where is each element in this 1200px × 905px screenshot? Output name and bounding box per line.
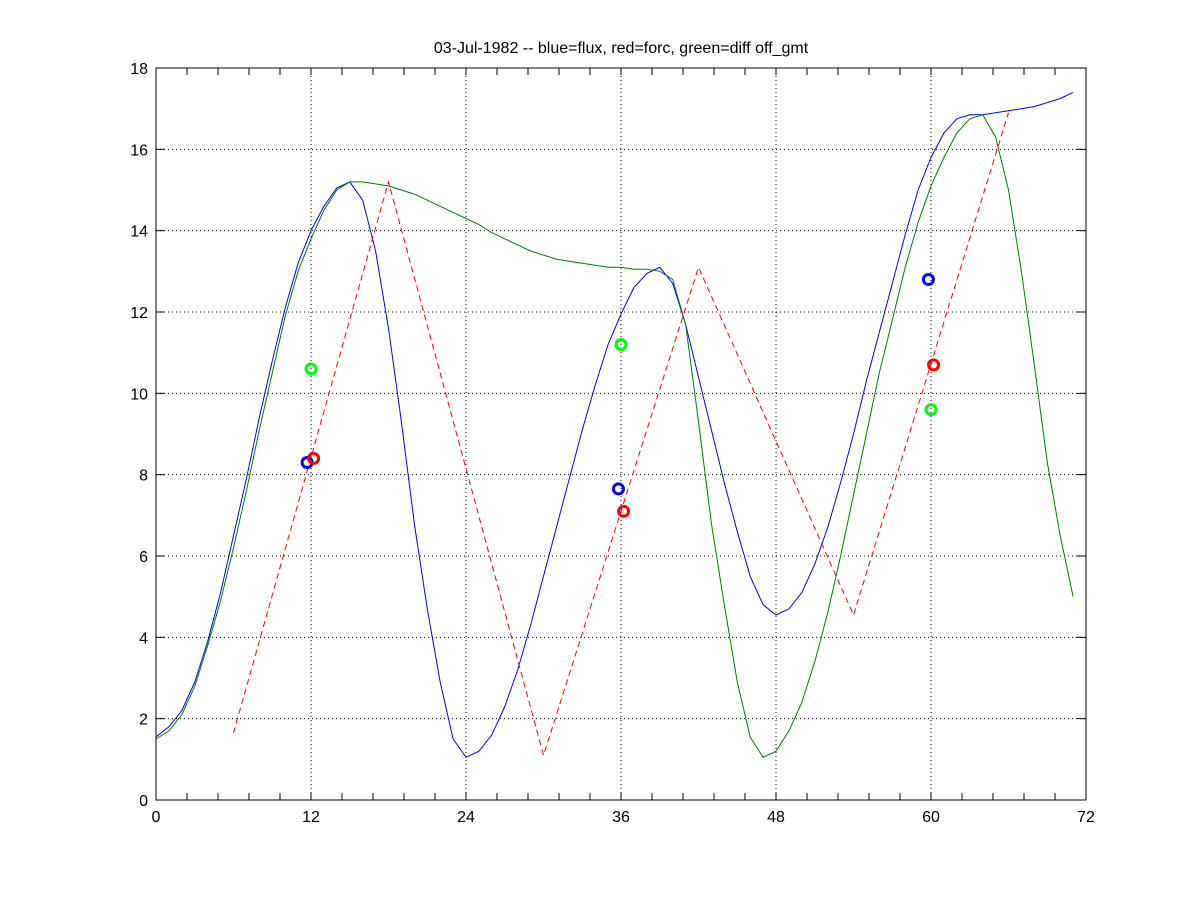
marker-forc bbox=[617, 504, 631, 518]
x-tick-label: 0 bbox=[152, 809, 161, 826]
y-tick-label: 0 bbox=[139, 793, 148, 810]
y-tick-label: 14 bbox=[130, 224, 148, 241]
markers bbox=[300, 272, 941, 518]
series-line-flux bbox=[155, 91, 1074, 758]
y-tick-label: 6 bbox=[139, 549, 148, 566]
plot-frame bbox=[155, 67, 1087, 801]
y-tick-label: 12 bbox=[130, 305, 148, 322]
marker-diff bbox=[304, 362, 318, 376]
y-tick-label: 8 bbox=[139, 468, 148, 485]
x-tick-label: 48 bbox=[767, 809, 785, 826]
chart-title: 03-Jul-1982 -- blue=flux, red=forc, gree… bbox=[434, 40, 809, 57]
marker-flux bbox=[611, 482, 625, 496]
series bbox=[155, 91, 1074, 758]
marker-flux bbox=[921, 272, 935, 286]
marker-diff bbox=[924, 403, 938, 417]
y-tick-label: 18 bbox=[130, 61, 148, 78]
marker-forc bbox=[307, 451, 321, 465]
x-tick-label: 36 bbox=[612, 809, 630, 826]
grid bbox=[156, 68, 1086, 800]
series-line-forc bbox=[233, 112, 1009, 758]
x-tick-label: 24 bbox=[457, 809, 475, 826]
y-tick-label: 4 bbox=[139, 630, 148, 647]
marker-forc bbox=[927, 358, 941, 372]
x-tick-label: 60 bbox=[922, 809, 940, 826]
y-tick-label: 10 bbox=[130, 386, 148, 403]
x-tick-label: 72 bbox=[1077, 809, 1095, 826]
x-tick-label: 12 bbox=[302, 809, 320, 826]
marker-diff bbox=[614, 338, 628, 352]
y-tick-label: 16 bbox=[130, 142, 148, 159]
y-tick-label: 2 bbox=[139, 712, 148, 729]
series-line-diff-off_gmt bbox=[155, 114, 1074, 758]
